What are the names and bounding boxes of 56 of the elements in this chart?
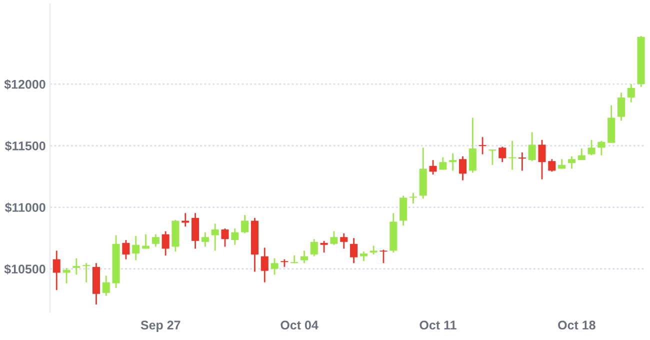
candlestick [340,232,348,250]
y-tick-label: $12000 [4,79,46,90]
candlestick [221,228,229,248]
y-tick-label: $11000 [4,202,46,213]
candlestick [231,228,239,246]
candlestick [52,250,60,291]
candlestick [320,240,328,254]
candlestick [350,237,358,264]
candlestick [122,239,130,260]
candlestick [300,250,308,264]
candlestick [439,156,447,170]
candlestick [241,214,249,234]
x-tick-label: Oct 11 [420,320,456,330]
candlestick [627,83,635,104]
candlestick [270,258,278,276]
candlestick [488,148,496,166]
candlestick [280,258,288,268]
candlestick [72,258,80,276]
candlestick [548,158,556,172]
x-tick-label: Sep 27 [140,320,180,332]
candlestick [192,212,200,250]
candlestick [290,254,298,264]
y-tick-label: $10500 [4,264,46,274]
candlestick [152,234,160,248]
candlestick [400,195,408,226]
candlestick [360,250,368,262]
candlestick [498,146,506,163]
x-tick-label: Oct 18 [558,320,596,330]
candlestick [617,92,625,122]
candlestick [260,246,268,284]
candlestick [518,152,526,172]
candlestick [102,274,110,297]
candlestick [162,230,170,256]
candlestick [528,132,536,162]
candlestick [588,139,596,156]
candlestick [182,212,190,228]
candlestick [380,248,388,264]
candlestick [478,136,486,155]
candlestick [310,238,318,258]
candlestick [449,152,457,172]
candlestick [142,234,150,250]
candlestick [62,267,70,284]
candlestick [468,117,476,174]
candlestick [82,262,90,284]
candlestick [201,232,209,248]
x-tick-label: Oct 04 [280,320,318,330]
candlestick [458,156,467,181]
candlestick [330,230,338,246]
y-tick-label: $11500 [4,140,46,152]
candlestick [568,156,576,170]
candlestick [429,159,437,176]
candlestick [132,235,140,261]
candlestick [598,140,606,156]
candlestick [409,192,417,204]
candlestick [211,222,219,252]
candlestick [538,139,546,180]
